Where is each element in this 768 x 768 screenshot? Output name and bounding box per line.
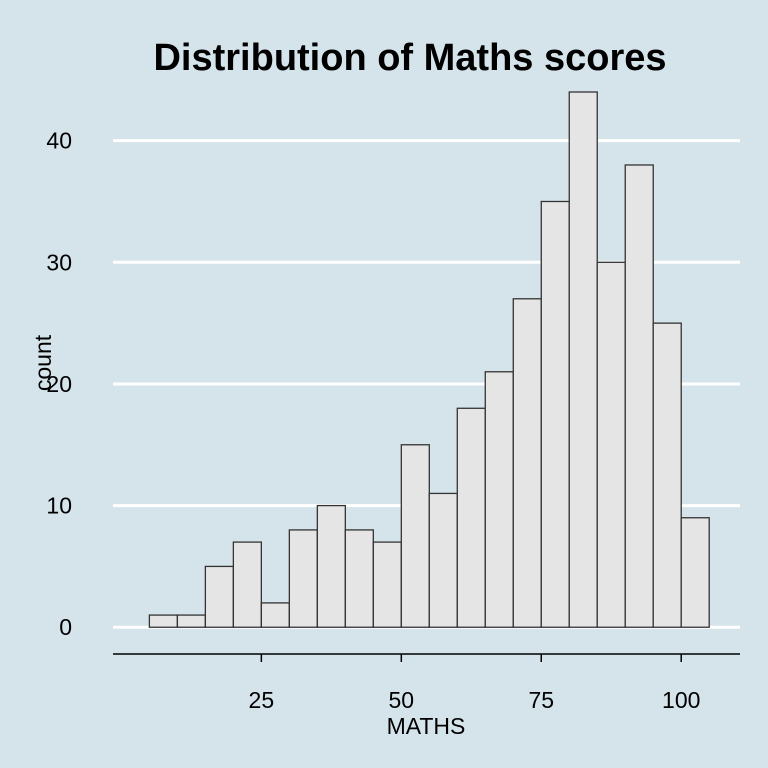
- histogram-bar: [456, 407, 486, 628]
- histogram-bar: [232, 541, 263, 628]
- chart-title: Distribution of Maths scores: [153, 37, 666, 79]
- histogram-bar: [372, 541, 402, 628]
- y-tick-label: 20: [46, 371, 72, 397]
- y-tick-label: 40: [46, 128, 72, 154]
- y-tick-label: 30: [46, 249, 72, 275]
- x-tick-label: 100: [662, 687, 700, 713]
- histogram-bar: [204, 565, 235, 628]
- histogram-bar: [484, 371, 514, 628]
- x-axis-label: MATHS: [387, 713, 466, 739]
- tick-labels: 25 50 75 100 0 10 20 30 40: [46, 128, 700, 713]
- histogram-bar: [596, 261, 626, 628]
- histogram-bar: [428, 492, 458, 628]
- histogram-bar: [540, 200, 570, 628]
- histogram-bar: [316, 504, 346, 628]
- histogram-bar: [400, 444, 430, 628]
- x-tick-label: 50: [389, 687, 415, 713]
- y-tick-label: 0: [59, 614, 72, 640]
- histogram-bar: [288, 529, 318, 628]
- histogram-bar: [260, 602, 290, 628]
- y-tick-label: 10: [46, 493, 72, 519]
- histogram-bar: [568, 91, 598, 628]
- histogram-bar: [652, 322, 682, 628]
- histogram-bar: [344, 529, 374, 628]
- histogram-bar: [512, 298, 542, 628]
- x-tick-label: 25: [249, 687, 275, 713]
- bars: [148, 91, 710, 628]
- histogram-bar: [680, 517, 710, 628]
- histogram-bar: [148, 614, 179, 628]
- histogram-bar: [624, 164, 654, 628]
- x-tick-label: 75: [528, 687, 554, 713]
- histogram-bar: [176, 614, 207, 628]
- y-axis-label: count: [30, 334, 56, 391]
